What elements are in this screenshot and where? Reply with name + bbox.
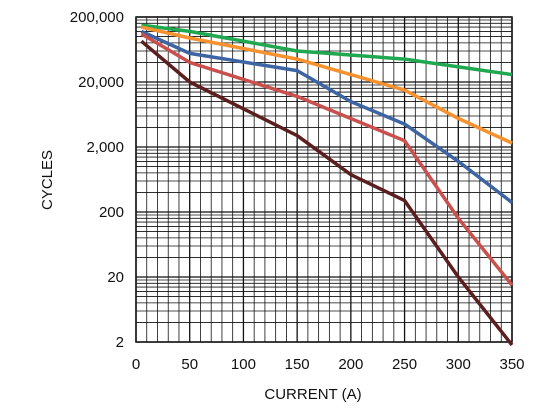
series-line-2: [141, 25, 513, 145]
series-line-4: [140, 32, 514, 287]
y-tick-label: 2: [116, 334, 124, 351]
major-gridlines: [135, 16, 513, 343]
x-tick-label: 350: [499, 356, 524, 373]
x-tick-label: 0: [132, 356, 140, 373]
y-tick-label: 200,000: [70, 9, 124, 26]
x-axis-title: CURRENT (A): [264, 386, 361, 403]
x-tick-label: 150: [285, 356, 310, 373]
x-tick-label: 250: [392, 356, 417, 373]
x-tick-label: 50: [181, 356, 198, 373]
series-line-1: [141, 23, 513, 77]
x-tick-label: 300: [446, 356, 471, 373]
minor-gridlines: [136, 17, 512, 342]
y-tick-labels: 2 20 200 2,000 20,000 200,000: [70, 9, 124, 351]
x-tick-label: 200: [338, 356, 363, 373]
x-tick-labels: 0 50 100 150 200 250 300 350: [132, 356, 525, 373]
y-tick-label: 200: [99, 204, 124, 221]
y-tick-label: 20: [107, 269, 124, 286]
series-lines: [140, 23, 514, 347]
y-axis-title: CYCLES: [39, 150, 56, 210]
plot-area-border: [135, 16, 513, 343]
series-line-5: [140, 39, 514, 347]
x-tick-label: 100: [231, 356, 256, 373]
y-tick-label: 20,000: [78, 74, 124, 91]
series-line-3: [140, 29, 514, 204]
y-tick-label: 2,000: [86, 139, 124, 156]
